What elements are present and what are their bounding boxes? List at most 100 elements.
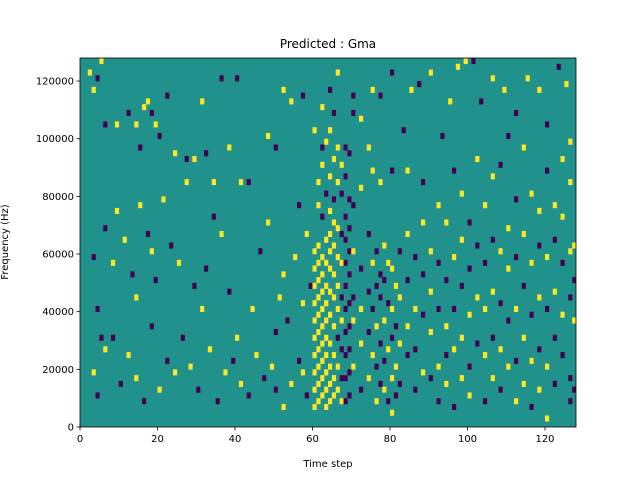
heatmap-cell bbox=[444, 352, 449, 359]
heatmap-cell bbox=[149, 248, 154, 255]
heatmap-cell bbox=[103, 346, 108, 353]
heatmap-cell bbox=[421, 179, 426, 186]
heatmap-cell bbox=[312, 265, 317, 272]
heatmap-cell bbox=[452, 167, 457, 174]
heatmap-cell bbox=[428, 328, 433, 336]
heatmap-cell bbox=[537, 386, 542, 393]
heatmap-cell bbox=[320, 288, 325, 295]
heatmap-cell bbox=[328, 265, 333, 272]
heatmap-cell bbox=[227, 144, 232, 151]
heatmap-cell bbox=[498, 300, 503, 307]
heatmap-cell bbox=[459, 375, 464, 382]
heatmap-cell bbox=[347, 271, 352, 278]
heatmap-cell bbox=[347, 392, 352, 399]
heatmap-cell bbox=[359, 184, 364, 191]
heatmap-cell bbox=[281, 86, 286, 93]
heatmap-cell bbox=[405, 167, 410, 174]
heatmap-cell bbox=[316, 277, 321, 284]
heatmap-cell bbox=[568, 294, 573, 301]
heatmap-cell bbox=[537, 207, 542, 214]
heatmap-cell bbox=[331, 219, 337, 226]
heatmap-cell bbox=[289, 98, 294, 105]
heatmap-cell bbox=[498, 386, 503, 393]
heatmap-cell bbox=[324, 334, 329, 341]
heatmap-cell bbox=[258, 248, 263, 255]
heatmap-cell bbox=[529, 403, 534, 411]
heatmap-cell bbox=[343, 173, 348, 180]
heatmap-cell bbox=[421, 271, 426, 278]
heatmap-cell bbox=[459, 334, 464, 341]
heatmap-cell bbox=[514, 398, 519, 405]
heatmap-cell bbox=[370, 352, 375, 359]
heatmap-cell bbox=[393, 363, 399, 370]
heatmap-cell bbox=[374, 323, 379, 330]
heatmap-cell bbox=[293, 254, 298, 261]
heatmap-cell bbox=[378, 179, 383, 186]
heatmap-cell bbox=[514, 254, 519, 261]
heatmap-cell bbox=[153, 277, 158, 284]
heatmap-cell bbox=[339, 317, 344, 324]
heatmap-cell bbox=[343, 375, 348, 382]
heatmap-cell bbox=[440, 132, 445, 140]
heatmap-cell bbox=[537, 242, 542, 249]
heatmap-cell bbox=[455, 63, 461, 70]
heatmap-cell bbox=[351, 92, 356, 99]
heatmap-cell bbox=[103, 225, 108, 232]
heatmap-cell bbox=[304, 230, 309, 238]
heatmap-cell bbox=[428, 248, 433, 255]
heatmap-cell bbox=[138, 144, 143, 151]
heatmap-cell bbox=[316, 398, 321, 405]
heatmap-cell bbox=[436, 259, 441, 266]
heatmap-cell bbox=[405, 277, 410, 284]
heatmap-cell bbox=[529, 259, 534, 266]
heatmap-cell bbox=[312, 282, 317, 289]
chart-title: Predicted : Gma bbox=[280, 37, 376, 51]
heatmap-cell bbox=[331, 375, 337, 382]
heatmap-cell bbox=[475, 242, 480, 249]
x-tick-label: 80 bbox=[384, 434, 397, 445]
heatmap-cell bbox=[560, 213, 565, 220]
heatmap-cell bbox=[320, 161, 325, 168]
x-axis-ticks: 0 20 40 60 80 100 120 bbox=[77, 427, 555, 445]
heatmap-cell bbox=[397, 294, 402, 301]
heatmap-cell bbox=[390, 305, 395, 312]
heatmap-cell bbox=[467, 363, 472, 370]
heatmap-cell bbox=[490, 236, 495, 243]
heatmap-cell bbox=[335, 305, 340, 312]
heatmap-cell bbox=[316, 328, 321, 336]
heatmap-cell bbox=[165, 357, 170, 364]
heatmap-cell bbox=[324, 138, 329, 145]
heatmap-cell bbox=[320, 305, 325, 312]
heatmap-cell bbox=[529, 357, 534, 364]
heatmap-cell bbox=[560, 352, 565, 359]
heatmap-cell bbox=[300, 92, 306, 99]
heatmap-cell bbox=[312, 386, 317, 393]
heatmap-cell bbox=[246, 392, 251, 399]
heatmap-cell bbox=[537, 86, 542, 93]
y-tick-label: 0 bbox=[68, 423, 74, 434]
heatmap-cell bbox=[320, 144, 325, 151]
heatmap-cell bbox=[386, 300, 391, 307]
heatmap-cell bbox=[490, 75, 495, 82]
heatmap-cell bbox=[359, 340, 364, 347]
heatmap-cell bbox=[188, 363, 193, 370]
heatmap-cell bbox=[320, 375, 325, 382]
heatmap-cell bbox=[238, 380, 244, 387]
heatmap-cell bbox=[130, 271, 135, 278]
heatmap-cell bbox=[328, 340, 333, 347]
heatmap-cell bbox=[165, 92, 170, 99]
heatmap-cell bbox=[343, 144, 348, 151]
heatmap-cell bbox=[479, 98, 484, 105]
heatmap-cell bbox=[335, 179, 340, 186]
heatmap-cell bbox=[506, 363, 511, 370]
heatmap-cell bbox=[374, 363, 379, 370]
heatmap-cell bbox=[397, 248, 402, 255]
heatmap-cell bbox=[347, 300, 352, 307]
heatmap-cell bbox=[91, 254, 96, 261]
x-axis-label: Time step bbox=[302, 459, 352, 470]
heatmap-cell bbox=[176, 259, 182, 266]
heatmap-cell bbox=[149, 109, 154, 116]
heatmap-cell bbox=[568, 375, 573, 382]
heatmap-cell bbox=[436, 398, 441, 405]
